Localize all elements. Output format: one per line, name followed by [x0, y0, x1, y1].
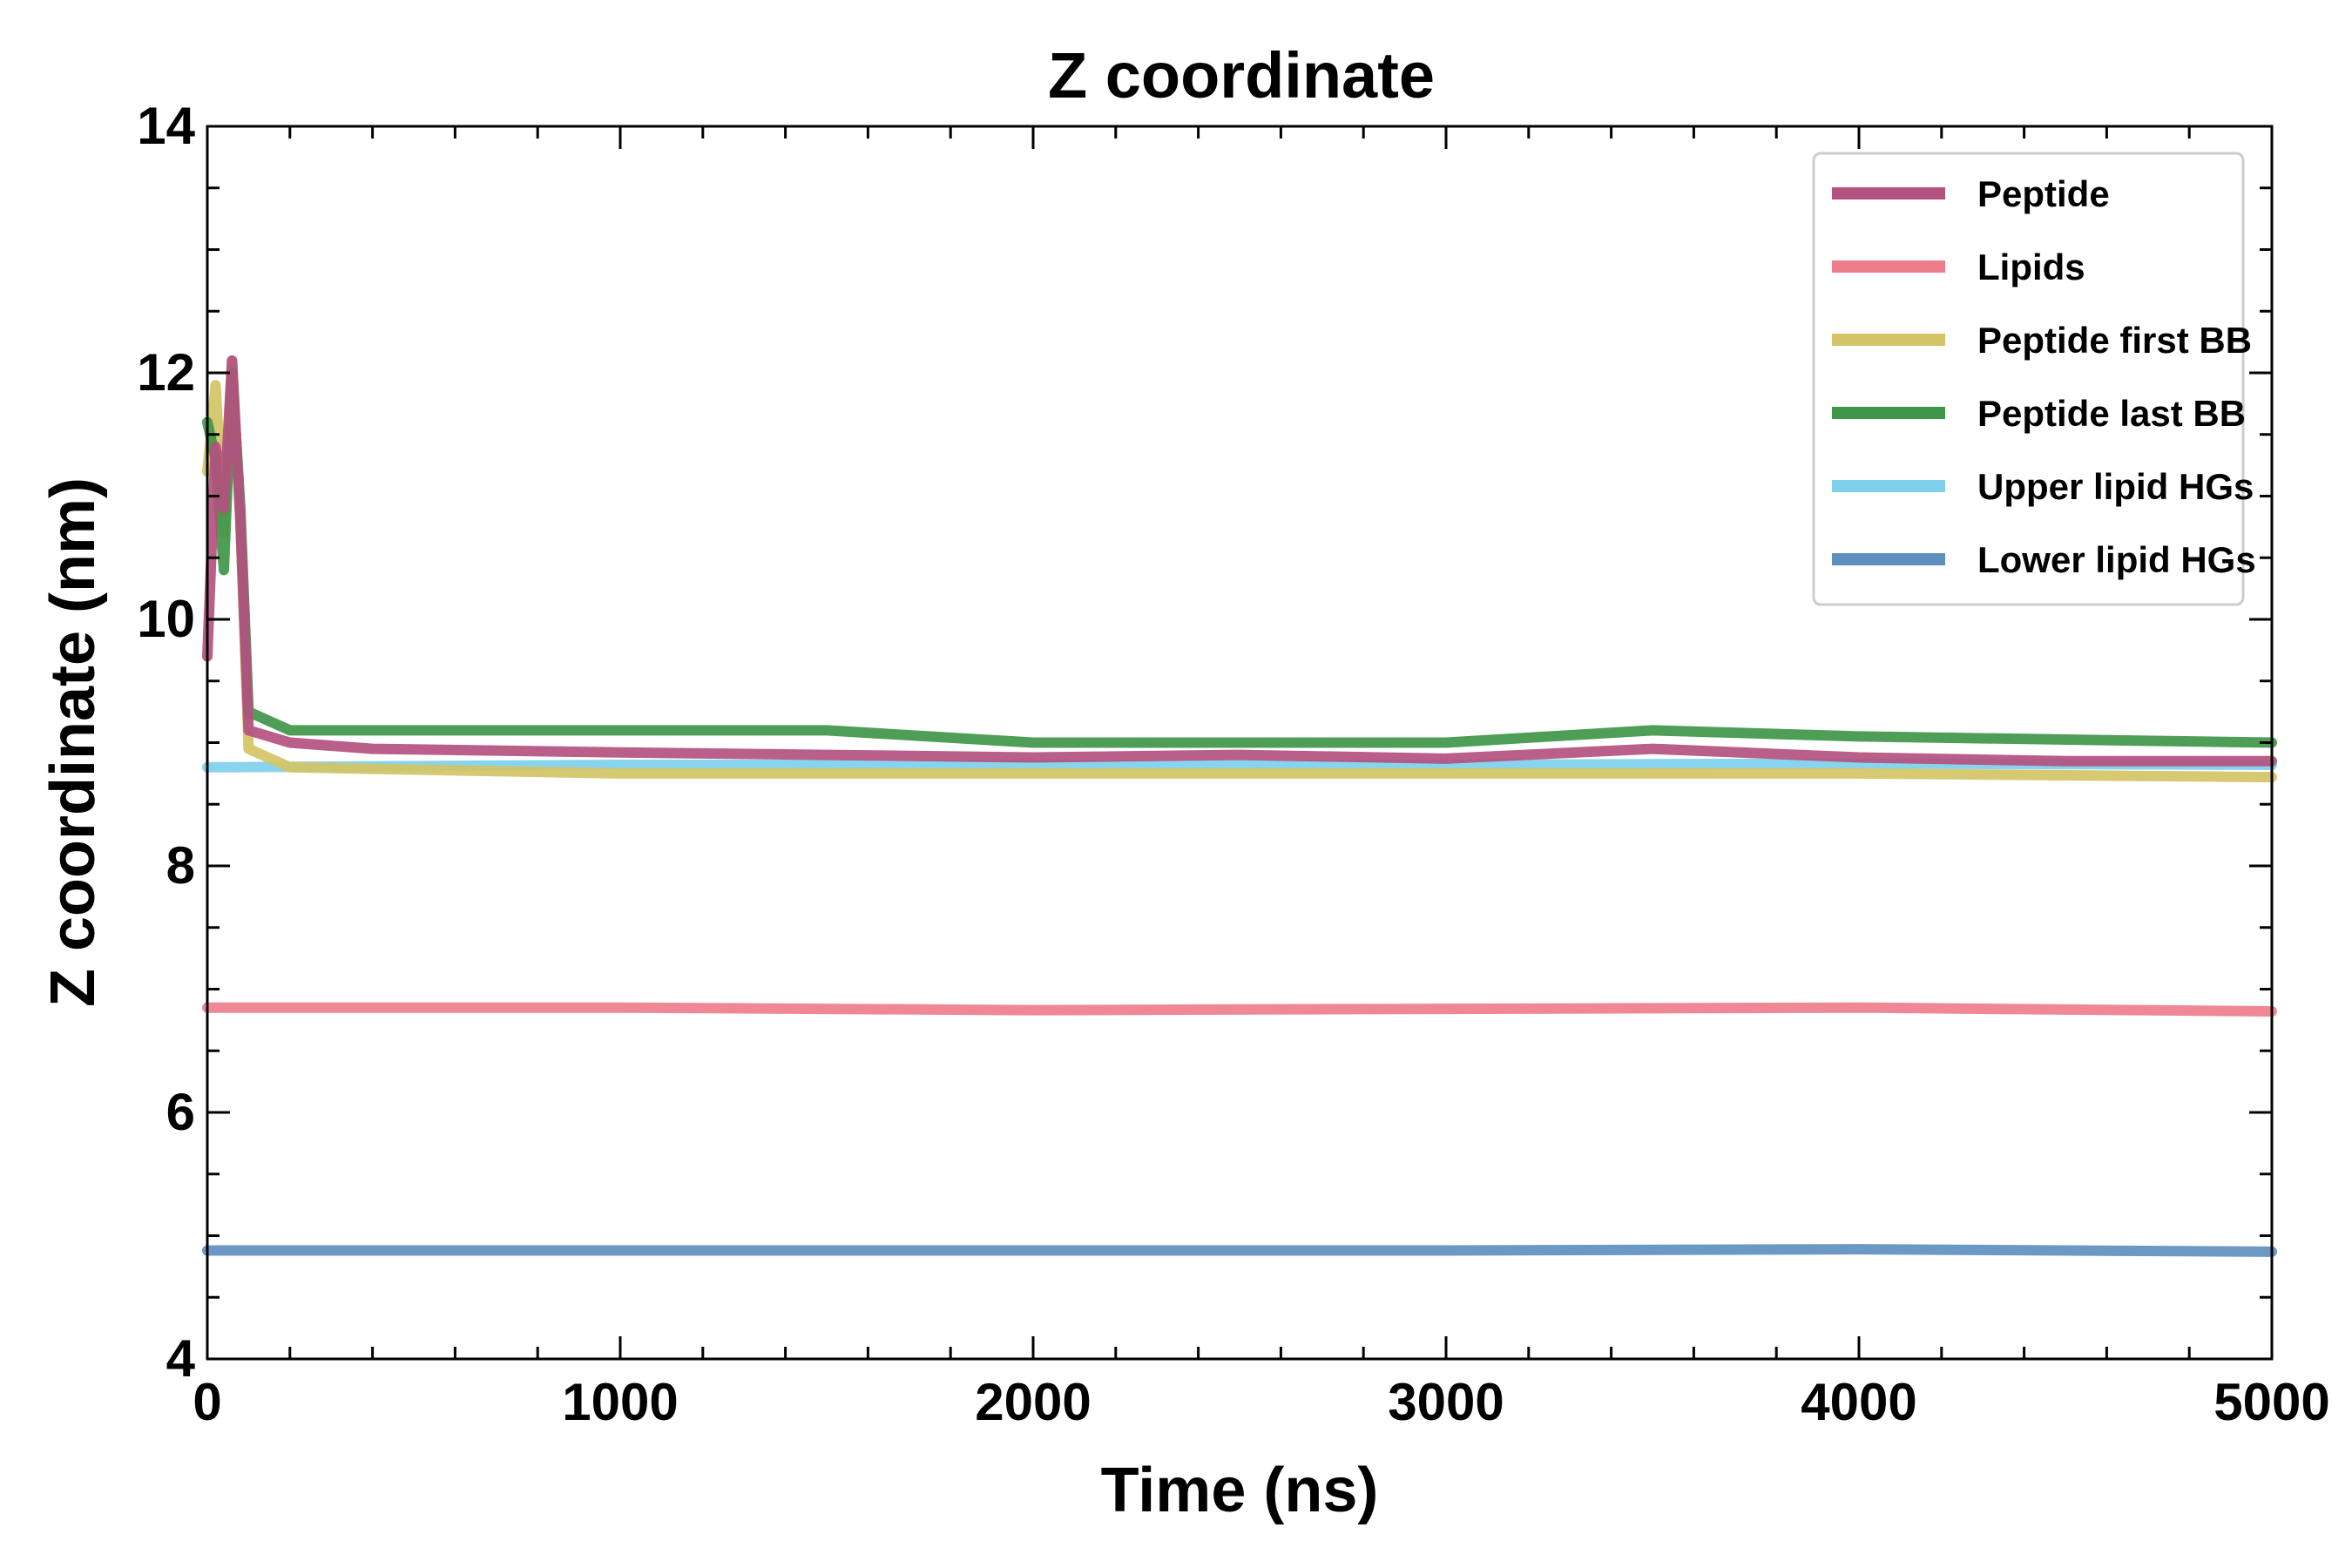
- plot-lines: [202, 355, 2277, 1257]
- y-tick-label: 10: [137, 590, 195, 648]
- legend-label: Upper lipid HGs: [1977, 466, 2254, 507]
- y-axis-label: Z coordinate (nm): [38, 477, 108, 1007]
- axis-ticks: [206, 125, 2274, 1361]
- x-tick-label: 1000: [562, 1373, 678, 1431]
- legend-label: Lower lipid HGs: [1977, 539, 2256, 580]
- series-line-0: [202, 355, 2277, 767]
- legend-label: Lipids: [1977, 247, 2085, 287]
- legend-label: Peptide: [1977, 173, 2110, 214]
- x-tick-label: 2000: [975, 1373, 1091, 1431]
- tick-labels: 0 1000 2000 3000 4000 5000 4 6 8 10 12 14: [137, 97, 2329, 1431]
- legend: Peptide Lipids Peptide first BB Peptide las…: [1812, 152, 2256, 606]
- x-tick-label: 4000: [1801, 1373, 1916, 1431]
- y-tick-label: 12: [137, 343, 195, 402]
- series-line-3: [202, 368, 2277, 748]
- series-line-5: [202, 1244, 2277, 1257]
- series-line-1: [202, 1002, 2277, 1017]
- legend-box: [1812, 152, 2245, 606]
- x-tick-label: 3000: [1388, 1373, 1504, 1431]
- legend-label: Peptide first BB: [1977, 320, 2252, 361]
- legend-label: Peptide last BB: [1977, 393, 2246, 434]
- y-tick-label: 4: [166, 1329, 196, 1388]
- x-tick-label: 5000: [2213, 1373, 2329, 1431]
- y-tick-label: 14: [137, 97, 195, 155]
- y-tick-label: 6: [166, 1083, 195, 1141]
- y-tick-label: 8: [166, 836, 195, 895]
- x-tick-label: 0: [193, 1373, 221, 1431]
- legend-items: Peptide Lipids Peptide first BB Peptide las…: [1832, 173, 2256, 580]
- x-axis-label: Time (ns): [1101, 1456, 1379, 1525]
- chart-title: Z coordinate: [1048, 39, 1435, 112]
